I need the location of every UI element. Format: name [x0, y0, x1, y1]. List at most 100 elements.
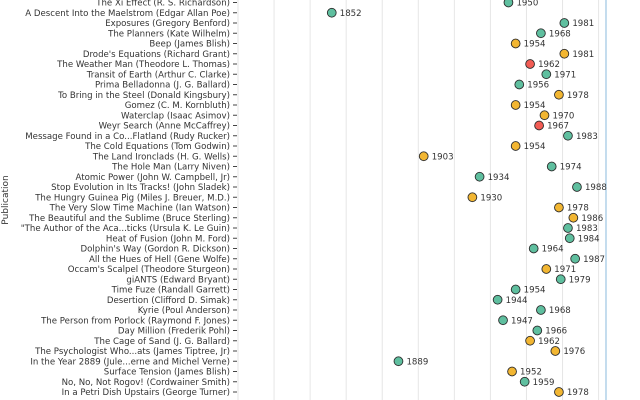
data-point — [510, 284, 521, 295]
data-point — [326, 7, 337, 18]
data-point — [536, 305, 546, 315]
category-label: Kyrie (Poul Anderson) — [138, 306, 230, 316]
data-label: 1966 — [545, 327, 567, 337]
category-label: Weyr Search (Anne McCaffrey) — [99, 122, 230, 132]
data-label: 1934 — [488, 173, 510, 183]
data-label: 1889 — [406, 357, 428, 367]
y-axis-label: Publication — [1, 175, 11, 224]
data-point — [503, 0, 514, 8]
category-label: The Planners (Kate Wilhelm) — [107, 29, 230, 39]
data-point — [507, 366, 517, 377]
data-label: 1968 — [549, 306, 571, 316]
data-label: 1983 — [576, 224, 598, 234]
category-label: Gomez (C. M. Kornbluth) — [125, 101, 230, 111]
data-label: 1950 — [516, 0, 538, 9]
category-label: The Beautiful and the Sublime (Bruce Ste… — [28, 214, 230, 224]
data-label: 1954 — [524, 40, 546, 50]
data-point — [528, 243, 539, 254]
data-label: 1962 — [538, 60, 560, 70]
data-point — [563, 223, 573, 233]
data-point — [467, 192, 478, 203]
category-label: Prima Belladonna (J. G. Ballard) — [95, 81, 230, 91]
grid-lines — [237, 0, 600, 400]
data-label: 1974 — [560, 163, 582, 173]
data-label: 1979 — [569, 275, 591, 285]
category-label: A Descent Into the Maelstrom (Edgar Alla… — [25, 9, 230, 19]
category-label: Dolphin's Way (Gordon R. Dickson) — [80, 245, 230, 255]
data-point — [550, 346, 561, 356]
category-label: The Psychologist Who...ats (James Tiptre… — [34, 347, 230, 357]
data-label: 1930 — [480, 193, 502, 203]
data-point — [541, 264, 552, 274]
category-label: Drode's Equations (Richard Grant) — [83, 50, 230, 60]
category-label: The Xi Effect (R. S. Richardson) — [95, 0, 230, 9]
category-label: Atomic Power (John W. Campbell, Jr) — [75, 173, 230, 183]
data-label: 1976 — [563, 347, 585, 357]
category-label: All the Hues of Hell (Gene Wolfe) — [89, 255, 230, 265]
data-label: 1852 — [340, 9, 362, 19]
data-label: 1978 — [567, 388, 589, 398]
category-label: Desertion (Clifford D. Simak) — [107, 296, 230, 306]
data-point — [559, 18, 570, 28]
category-label: Day Million (Frederik Pohl) — [118, 327, 230, 337]
category-label: To Bring in the Steel (Donald Kingsbury) — [57, 91, 230, 101]
data-point — [555, 274, 566, 285]
data-point — [564, 233, 575, 244]
category-label: Stop Evolution in Its Tracks! (John Slad… — [51, 183, 230, 193]
data-point — [541, 69, 552, 80]
category-label: giANTS (Edward Bryant) — [126, 275, 230, 285]
data-point — [498, 315, 508, 326]
category-labels: The Xi Effect (R. S. Richardson)A Descen… — [21, 0, 230, 398]
category-label: Waterclap (Isaac Asimov) — [121, 111, 230, 121]
data-label: 1971 — [554, 70, 576, 80]
category-label: The Weather Man (Theodore L. Thomas) — [56, 60, 230, 70]
data-point — [514, 79, 525, 90]
data-point — [554, 202, 564, 213]
category-label: Beep (James Blish) — [149, 40, 230, 50]
data-label: 1959 — [533, 378, 555, 388]
data-label: 1984 — [578, 234, 600, 244]
category-label: Surface Tension (James Blish) — [104, 368, 230, 378]
data-point — [492, 294, 503, 305]
data-point — [539, 110, 550, 121]
category-label: Time Fuze (Randall Garrett) — [111, 286, 230, 296]
data-point — [570, 253, 581, 264]
data-label: 1970 — [553, 111, 575, 121]
category-label: In a Petri Dish Upstairs (George Turner) — [62, 388, 230, 398]
data-point — [510, 38, 521, 49]
category-label: In the Year 2889 (Jule...erne and Michel… — [30, 357, 230, 367]
data-point — [554, 387, 564, 397]
data-point — [525, 59, 535, 69]
data-label: 1952 — [520, 368, 542, 378]
data-label: 1987 — [583, 255, 605, 265]
data-label: 1978 — [567, 204, 589, 214]
data-point — [572, 182, 582, 192]
data-label: 1986 — [581, 214, 603, 224]
data-label: 1947 — [511, 316, 533, 326]
category-label: The Very Slow Time Machine (Ian Watson) — [49, 204, 230, 214]
category-label: The Cold Equations (Tom Godwin) — [84, 142, 230, 152]
data-point — [532, 325, 543, 336]
data-point — [534, 120, 544, 131]
category-label: Exposures (Gregory Benford) — [105, 19, 230, 29]
data-label: 1968 — [549, 29, 571, 39]
category-label: Heat of Fusion (John M. Ford) — [106, 234, 230, 244]
data-point — [546, 161, 557, 172]
data-label: 1903 — [432, 152, 454, 162]
category-label: "The Author of the Aca...ticks (Ursula K… — [21, 224, 230, 234]
data-label: 1962 — [538, 337, 560, 347]
data-label: 1983 — [576, 132, 598, 142]
data-point — [510, 141, 521, 151]
data-point — [563, 130, 573, 141]
data-point — [418, 151, 429, 162]
data-label: 1954 — [524, 286, 546, 296]
data-point — [519, 376, 530, 387]
data-point — [559, 48, 570, 59]
category-label: Message Found in a Co...Flatland (Rudy R… — [25, 132, 230, 142]
data-label: 1988 — [585, 183, 607, 193]
category-label: Transit of Earth (Arthur C. Clarke) — [86, 70, 230, 80]
data-point — [568, 212, 579, 223]
category-label: The Land Ironclads (H. G. Wells) — [92, 152, 230, 162]
data-label: 1981 — [572, 19, 594, 29]
data-label: 1971 — [554, 265, 576, 275]
